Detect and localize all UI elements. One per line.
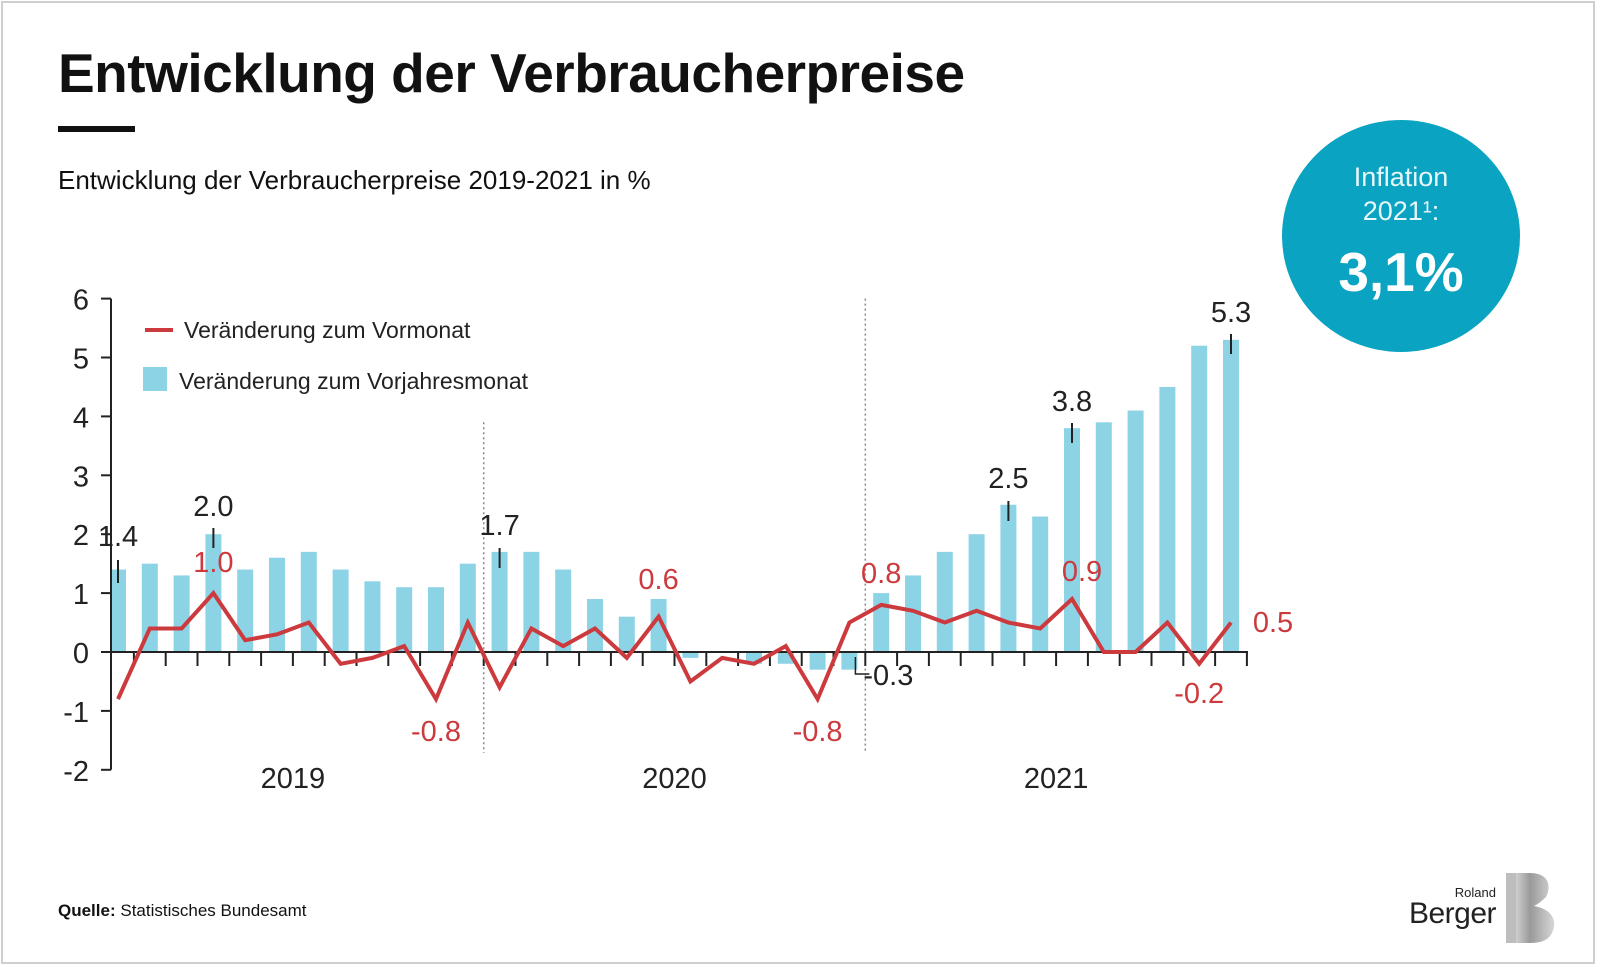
line-value-label: 0.8 (861, 558, 901, 590)
badge-value: 3,1% (1338, 241, 1464, 303)
bar (364, 581, 381, 652)
y-tick-label: -2 (63, 756, 89, 788)
bar (618, 616, 635, 652)
y-tick-label: 5 (73, 344, 89, 376)
y-tick-label: 4 (73, 402, 89, 434)
bar (110, 569, 126, 652)
bar (650, 598, 667, 652)
bar (1000, 504, 1017, 652)
line-value-label: 0.6 (638, 564, 678, 596)
bar (1191, 345, 1208, 652)
bar (491, 551, 508, 652)
title-underline (58, 126, 135, 132)
line-value-label: 0.9 (1062, 556, 1102, 588)
y-tick-label: 2 (73, 520, 89, 552)
line-value-label: -0.8 (411, 716, 461, 748)
bar (1127, 410, 1144, 652)
year-label: 2020 (642, 763, 707, 795)
bar (396, 587, 413, 652)
bar (1032, 516, 1049, 652)
legend-bar-label: Veränderung zum Vorjahresmonat (179, 368, 529, 394)
bar-label-leader (854, 657, 870, 675)
bar (682, 652, 699, 658)
source-note: Quelle: Statistisches Bundesamt (58, 901, 307, 921)
inflation-badge: Inflation 2021¹: 3,1% (1282, 120, 1520, 352)
bar (1064, 428, 1080, 652)
chart-subtitle: Entwicklung der Verbraucherpreise 2019-2… (58, 165, 651, 195)
logo-roland-text: Roland (1454, 885, 1496, 900)
bar-value-label: -0.3 (863, 660, 913, 692)
bar (841, 652, 858, 670)
line-series (116, 589, 1233, 704)
bar (1159, 386, 1176, 652)
y-tick-label: 3 (73, 461, 89, 493)
bar (332, 569, 349, 652)
bar (269, 557, 285, 652)
bar (936, 551, 953, 652)
logo-berger-text: Berger (1408, 897, 1497, 930)
bar (428, 587, 444, 652)
line-value-label: 1.0 (193, 547, 233, 579)
source-label: Quelle: (58, 901, 116, 920)
bar (873, 593, 890, 652)
bar-value-label: 2.0 (193, 491, 233, 523)
bar-value-label: 1.4 (98, 521, 138, 553)
bar (300, 551, 317, 652)
y-tick-label: 1 (73, 579, 89, 611)
line-value-label: -0.8 (793, 716, 843, 748)
badge-label: Inflation (1353, 162, 1449, 192)
bar (1095, 422, 1112, 652)
source-text: Statistisches Bundesamt (120, 901, 307, 920)
bar-value-label: 3.8 (1052, 386, 1092, 418)
y-tick-label: 0 (73, 638, 89, 670)
badge-year: 2021¹: (1362, 196, 1440, 226)
bar (777, 652, 794, 664)
price-chart: -2 -1 0 1 2 3 4 5 6 2019 2020 2021 Veränderung zum V… (63, 285, 1293, 795)
roland-berger-logo: Roland Berger (1398, 869, 1558, 949)
page-title: Entwicklung der Verbraucherpreise (58, 42, 965, 104)
y-tick-label: 6 (73, 285, 89, 317)
legend-bar-swatch (143, 367, 167, 391)
line-value-label: -0.2 (1174, 678, 1224, 710)
bar (523, 551, 540, 652)
bar (809, 652, 826, 670)
legend-line-label: Veränderung zum Vormonat (184, 317, 471, 343)
line-value-label: 0.5 (1253, 607, 1293, 639)
year-label: 2019 (261, 763, 326, 795)
year-label: 2021 (1024, 763, 1089, 795)
bar (1223, 339, 1239, 652)
bar (968, 534, 985, 652)
bar (587, 598, 603, 652)
bar (173, 575, 190, 652)
bar (905, 575, 921, 652)
bar (746, 652, 762, 664)
bar (555, 569, 572, 652)
logo-b-icon (1506, 873, 1555, 943)
bar-value-label: 5.3 (1211, 297, 1251, 329)
bar-value-label: 2.5 (988, 463, 1028, 495)
y-tick-label: -1 (63, 697, 89, 729)
bar-value-label: 1.7 (479, 510, 519, 542)
